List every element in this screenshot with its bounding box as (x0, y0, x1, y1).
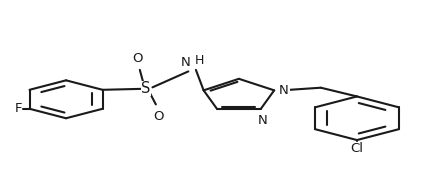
Text: N: N (279, 84, 289, 97)
Text: O: O (132, 52, 143, 65)
Text: H: H (195, 54, 204, 67)
Text: N: N (181, 56, 190, 69)
Text: O: O (154, 110, 164, 123)
Text: S: S (141, 81, 151, 96)
Text: F: F (15, 102, 22, 115)
Text: N: N (258, 114, 268, 127)
Text: Cl: Cl (351, 142, 363, 155)
